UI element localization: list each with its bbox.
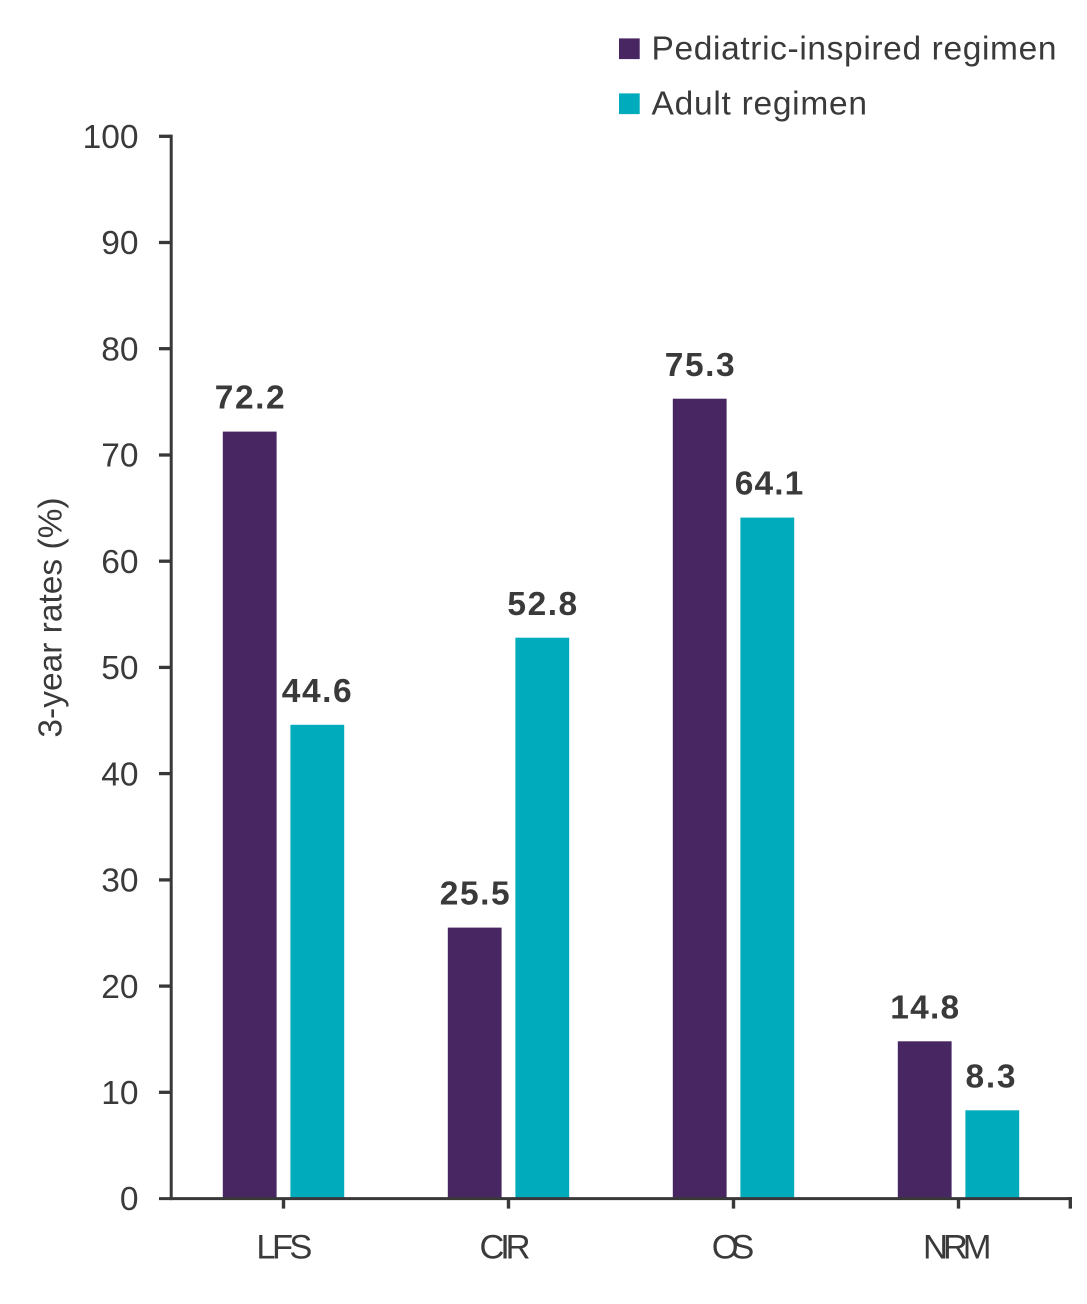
svg-text:100: 100 <box>83 119 139 156</box>
svg-text:0: 0 <box>120 1181 139 1218</box>
svg-text:75.3: 75.3 <box>665 347 735 384</box>
svg-text:8.3: 8.3 <box>966 1058 1016 1095</box>
svg-text:40: 40 <box>101 756 138 793</box>
svg-text:90: 90 <box>101 225 138 262</box>
svg-text:OS: OS <box>712 1229 755 1267</box>
svg-text:LFS: LFS <box>256 1229 312 1267</box>
svg-text:60: 60 <box>101 544 138 581</box>
svg-text:70: 70 <box>101 438 138 475</box>
svg-text:80: 80 <box>101 331 138 368</box>
svg-text:14.8: 14.8 <box>890 989 959 1026</box>
svg-text:44.6: 44.6 <box>282 673 352 710</box>
svg-text:64.1: 64.1 <box>735 466 804 503</box>
svg-text:50: 50 <box>101 650 138 687</box>
svg-text:3-year rates (%): 3-year rates (%) <box>33 497 70 737</box>
svg-text:20: 20 <box>101 969 138 1006</box>
svg-text:Pediatric-inspired regimen: Pediatric-inspired regimen <box>652 30 1057 67</box>
svg-text:52.8: 52.8 <box>507 586 577 623</box>
svg-text:10: 10 <box>101 1075 138 1112</box>
svg-text:NRM: NRM <box>923 1229 992 1267</box>
svg-text:30: 30 <box>101 863 138 900</box>
svg-text:72.2: 72.2 <box>215 380 285 417</box>
svg-text:Adult regimen: Adult regimen <box>652 85 868 122</box>
svg-text:CIR: CIR <box>480 1229 531 1267</box>
svg-text:25.5: 25.5 <box>440 876 510 913</box>
